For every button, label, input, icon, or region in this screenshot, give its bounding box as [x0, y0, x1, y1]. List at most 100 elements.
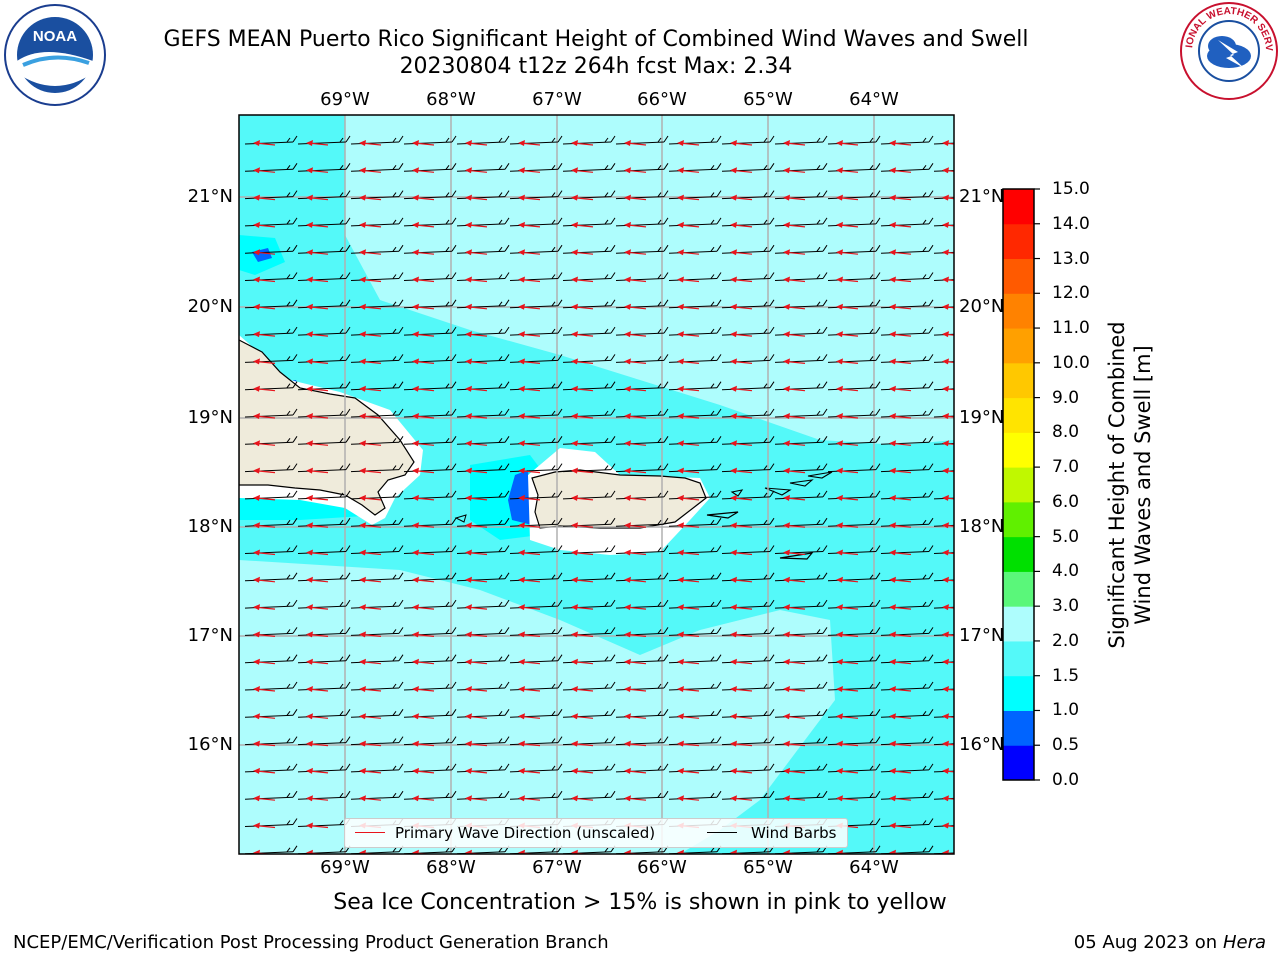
wind-barb	[562, 190, 616, 201]
wind-barb	[297, 436, 351, 447]
colorbar-segment	[1003, 432, 1034, 468]
wind-barb	[456, 763, 510, 774]
wind-barb	[880, 545, 934, 556]
wind-barb	[880, 490, 934, 501]
svg-text:NOAA: NOAA	[33, 28, 77, 45]
wind-barb	[509, 163, 563, 174]
wind-barb	[880, 463, 934, 474]
wind-barb	[827, 627, 881, 638]
wind-barb	[933, 249, 954, 256]
lon-label-top: 66°W	[637, 89, 687, 110]
wind-barb	[244, 599, 298, 611]
chart-subtitle: 20230804 t12z 264h fcst Max: 2.34	[399, 54, 793, 79]
wind-barb	[774, 190, 828, 201]
wind-barb	[403, 381, 457, 392]
lon-label-top: 68°W	[426, 89, 476, 110]
wind-barb	[509, 763, 563, 774]
wind-barb	[774, 790, 828, 802]
wind-barb	[615, 463, 669, 474]
wind-barb	[244, 381, 298, 392]
wind-barb	[615, 599, 669, 611]
wind-barb	[721, 736, 775, 747]
wind-barb	[244, 326, 298, 338]
wind-barb	[244, 790, 298, 802]
wind-barb	[933, 358, 954, 365]
wind-barb	[350, 190, 404, 201]
wind-barb	[668, 736, 722, 747]
colorbar-tick-label: 8.0	[1052, 422, 1080, 443]
wind-barb	[615, 135, 669, 146]
wind-barb	[827, 654, 881, 665]
wind-barb	[668, 463, 722, 474]
lon-label-top: 65°W	[743, 89, 793, 110]
wind-barb	[456, 135, 510, 146]
wind-barb	[562, 326, 616, 338]
wind-barb	[880, 135, 934, 146]
wind-barb	[562, 381, 616, 392]
colorbar-segment	[1003, 189, 1034, 225]
wind-barb	[244, 736, 298, 747]
wind-barb	[350, 163, 404, 174]
wind-barb	[933, 767, 954, 774]
wind-barb	[615, 354, 669, 365]
wind-barb	[350, 709, 404, 720]
wind-barb	[509, 517, 563, 529]
wind-barb	[297, 463, 351, 474]
map-legend: Primary Wave Direction (unscaled) Wind B…	[344, 818, 848, 848]
wind-barb	[403, 299, 457, 310]
wind-barb	[774, 599, 828, 611]
wind-barb	[350, 654, 404, 665]
wind-barb	[880, 326, 934, 338]
wind-barb	[403, 190, 457, 201]
wind-barb	[403, 709, 457, 720]
colorbar-tick-label: 11.0	[1052, 318, 1090, 339]
wind-barb	[615, 572, 669, 583]
wind-barb	[509, 244, 563, 256]
wind-barb	[297, 654, 351, 665]
wind-barb	[562, 354, 616, 365]
wind-barb	[774, 463, 828, 474]
wind-barb	[403, 408, 457, 419]
wind-barb	[721, 627, 775, 638]
wind-barb	[933, 303, 954, 310]
wind-barb	[456, 244, 510, 256]
wind-barb	[456, 681, 510, 692]
colorbar-tick-label: 13.0	[1052, 248, 1090, 269]
wind-barb	[827, 408, 881, 419]
wind-barb	[509, 627, 563, 638]
lat-label-right: 18°N	[959, 516, 1005, 537]
wind-barb	[509, 463, 563, 474]
wind-barb	[933, 822, 954, 829]
wind-barb	[880, 272, 934, 283]
noaa-logo: NOAA	[4, 4, 106, 106]
footer-credit: NCEP/EMC/Verification Post Processing Pr…	[13, 932, 609, 953]
chart-title: GEFS MEAN Puerto Rico Significant Height…	[163, 27, 1029, 52]
wind-barb	[562, 436, 616, 447]
wind-barb	[456, 545, 510, 556]
wind-barb	[615, 517, 669, 529]
wind-barb	[774, 517, 828, 529]
wind-barb	[456, 190, 510, 201]
wind-barb	[668, 763, 722, 774]
wind-barb	[933, 740, 954, 747]
wind-barb	[668, 436, 722, 447]
wind-barb	[668, 354, 722, 365]
wind-barb	[668, 490, 722, 501]
wind-barb	[827, 763, 881, 774]
wind-barb	[562, 763, 616, 774]
wind-barb	[774, 572, 828, 583]
lat-label-left: 21°N	[187, 186, 233, 207]
wind-barb	[403, 326, 457, 338]
wind-barb	[668, 135, 722, 146]
wind-barb	[721, 244, 775, 256]
wind-barb	[403, 599, 457, 611]
wind-barb	[244, 217, 298, 228]
wind-barb	[774, 326, 828, 338]
lon-label-top: 69°W	[320, 89, 370, 110]
wind-barb	[244, 654, 298, 665]
wind-barb	[562, 599, 616, 611]
wind-barb	[774, 436, 828, 447]
wind-barb	[562, 163, 616, 174]
wind-barb	[350, 490, 404, 501]
colorbar-tick-label: 3.0	[1052, 596, 1080, 617]
